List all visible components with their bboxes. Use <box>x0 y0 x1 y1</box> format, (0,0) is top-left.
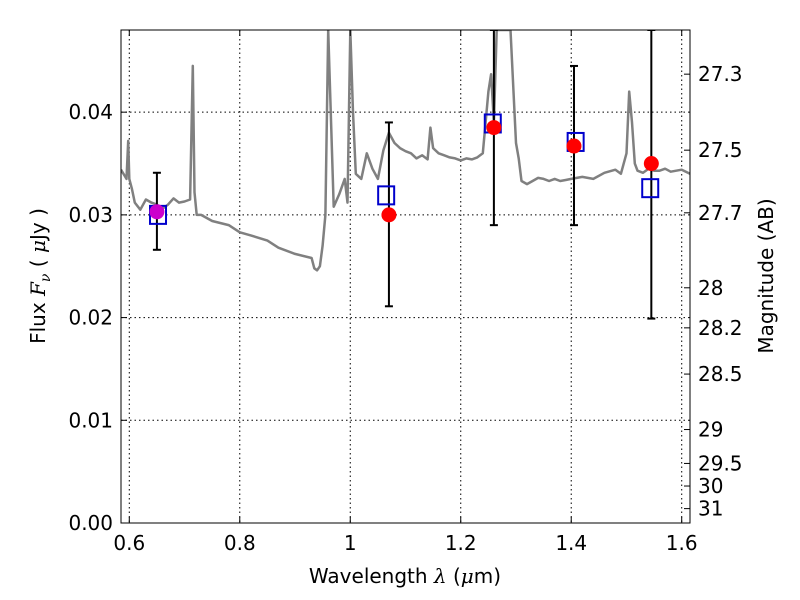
data-point-circle <box>486 120 502 136</box>
data-point-circle <box>149 204 165 220</box>
model-photometry-squares <box>149 113 660 225</box>
data-point-circle <box>381 207 397 223</box>
y2-tick-label: 29 <box>698 418 723 442</box>
y2-tick-label: 28.2 <box>698 316 743 340</box>
x-tick-label: 1.4 <box>555 531 587 555</box>
y2-tick-label: 31 <box>698 497 723 521</box>
y2-axis-label: Magnitude (AB) <box>754 198 778 353</box>
x-tick-label: 1 <box>344 531 357 555</box>
y-tick-label: 0.00 <box>68 511 113 535</box>
data-point-circle <box>643 156 659 172</box>
x-tick-label: 1.2 <box>445 531 477 555</box>
y-axis-left: 0.00 0.01 0.02 0.03 0.04 <box>68 100 127 535</box>
plot-frame <box>120 29 691 524</box>
y-tick-label: 0.01 <box>68 408 113 432</box>
x-axis: 0.6 0.8 1 1.2 1.4 1.6 <box>113 30 698 555</box>
y-axis-label: Flux Fν ( μJy ) <box>26 208 54 344</box>
x-tick-label: 0.6 <box>113 531 145 555</box>
model-point-square <box>377 185 396 206</box>
y-tick-label: 0.02 <box>68 306 113 330</box>
y2-tick-label: 27.5 <box>698 138 743 162</box>
y2-tick-label: 27.3 <box>698 62 743 86</box>
y2-tick-label: 29.5 <box>698 451 743 475</box>
observed-photometry-points <box>149 120 659 223</box>
model-spectrum-line <box>121 30 690 272</box>
y-tick-label: 0.03 <box>68 203 113 227</box>
error-bars <box>152 30 656 320</box>
y2-tick-label: 27.7 <box>698 201 743 225</box>
x-axis-label: Wavelength λ (μm) <box>309 564 501 588</box>
model-point-square <box>641 178 660 199</box>
x-tick-label: 0.8 <box>224 531 256 555</box>
grid <box>121 30 690 523</box>
y2-tick-label: 28.5 <box>698 362 743 386</box>
x-tick-label: 1.6 <box>666 531 698 555</box>
y2-tick-label: 28 <box>698 276 723 300</box>
y2-tick-label: 30 <box>698 474 723 498</box>
y-tick-label: 0.04 <box>68 100 113 124</box>
data-point-circle <box>566 138 582 154</box>
